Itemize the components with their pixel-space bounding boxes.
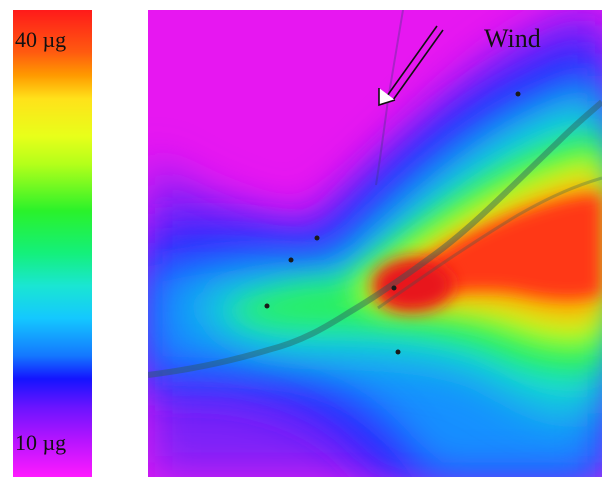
concentration-map	[148, 10, 602, 477]
color-scale-legend	[13, 10, 92, 477]
station-marker	[264, 303, 270, 309]
station-marker	[391, 285, 397, 291]
station-marker	[515, 91, 521, 97]
monitoring-stations	[264, 91, 521, 355]
station-marker	[395, 349, 401, 355]
station-marker	[288, 257, 294, 263]
station-marker	[314, 235, 320, 241]
legend-max-label: 40 µg	[15, 27, 67, 52]
river	[148, 99, 602, 378]
legend-min-label: 10 µg	[15, 430, 67, 455]
wind-label: Wind	[484, 24, 541, 53]
wind-arrow-icon	[378, 25, 444, 107]
